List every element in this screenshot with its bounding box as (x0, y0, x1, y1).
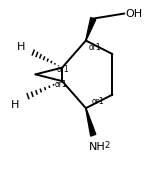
Text: NH: NH (89, 142, 106, 152)
Text: H: H (11, 100, 19, 110)
Text: or1: or1 (55, 80, 67, 89)
Polygon shape (86, 108, 96, 136)
Text: H: H (17, 42, 25, 52)
Text: or1: or1 (89, 43, 101, 52)
Text: OH: OH (126, 8, 143, 19)
Text: or1: or1 (92, 97, 104, 106)
Text: 2: 2 (105, 141, 110, 150)
Text: or1: or1 (56, 65, 69, 74)
Polygon shape (86, 18, 96, 41)
